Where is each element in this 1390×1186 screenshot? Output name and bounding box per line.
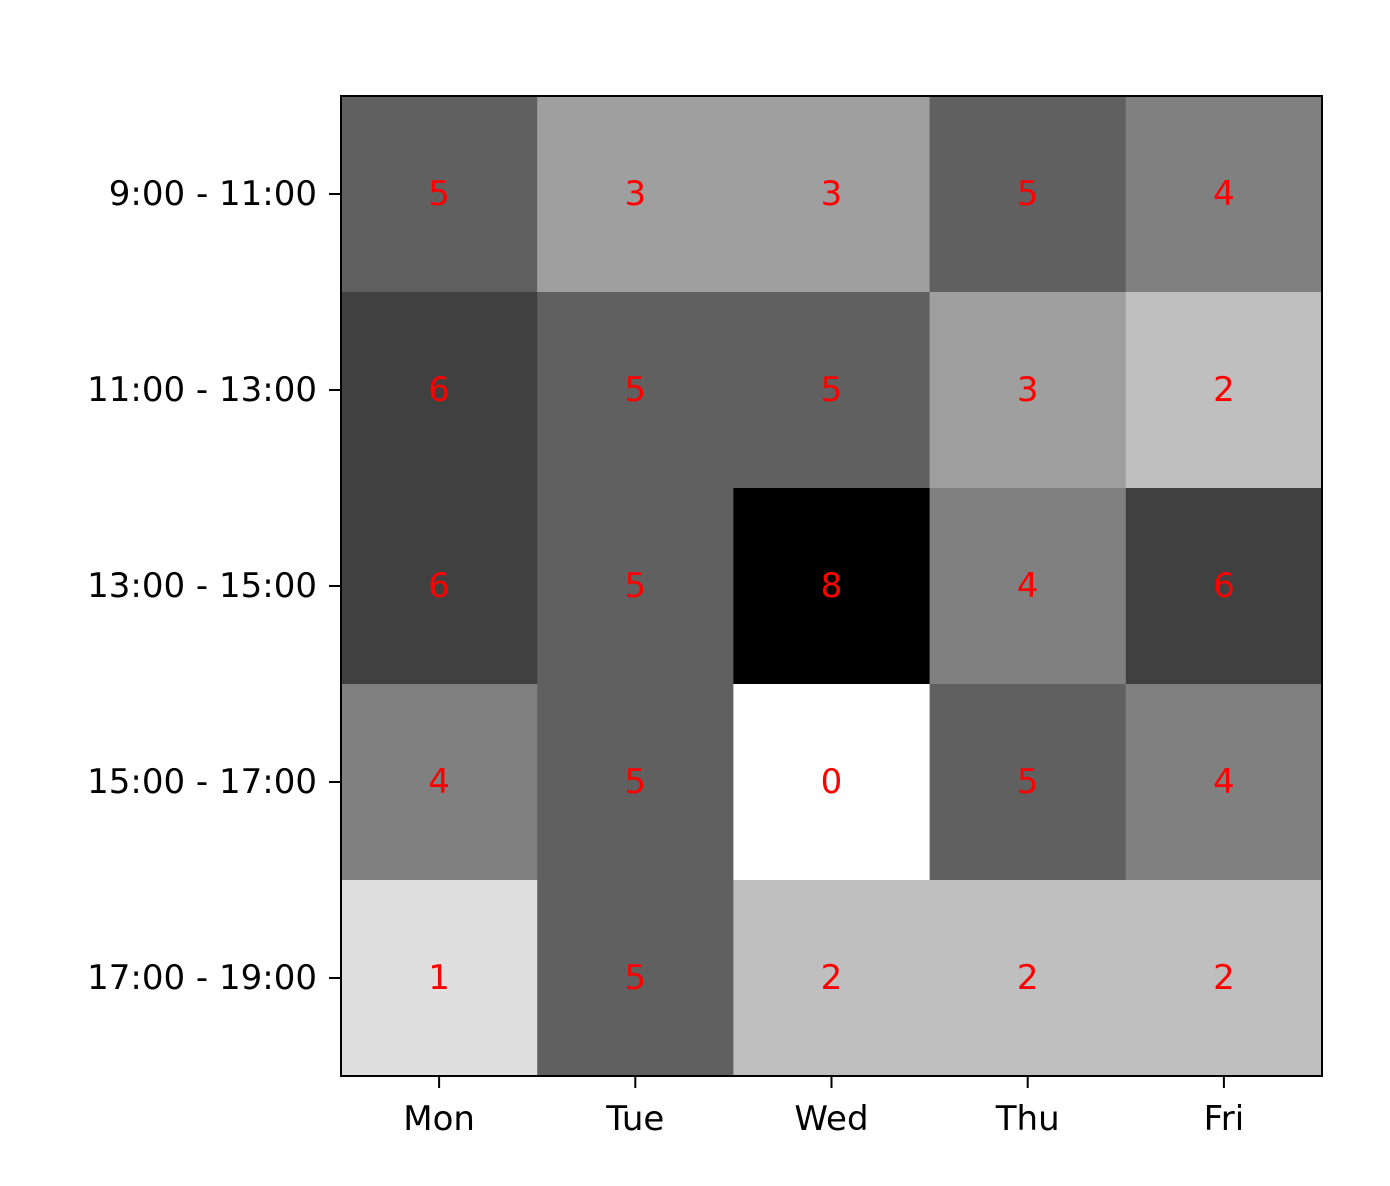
heatmap-cell-wed-11-00-13-00 <box>733 292 931 489</box>
heatmap-cell-thu-13-00-15-00 <box>929 488 1127 685</box>
cell-value-label: 6 <box>428 566 450 606</box>
heatmap-cell-wed-9-00-11-00 <box>733 96 931 293</box>
heatmap-cell-wed-13-00-15-00 <box>733 488 931 685</box>
heatmap-cell-fri-11-00-13-00 <box>1125 292 1323 489</box>
x-tick-label: Tue <box>605 1099 664 1139</box>
cell-value-label: 5 <box>1017 762 1039 802</box>
x-tick-label: Mon <box>403 1099 475 1139</box>
heatmap-cell-mon-13-00-15-00 <box>341 488 538 685</box>
heatmap-cell-wed-17-00-19-00 <box>733 880 931 1077</box>
x-axis: Mon Tue Wed Thu Fri <box>403 1076 1244 1139</box>
heatmap-cell-tue-9-00-11-00 <box>537 96 734 293</box>
y-tick-label: 11:00 - 13:00 <box>87 370 317 410</box>
y-tick-label: 9:00 - 11:00 <box>109 174 317 214</box>
x-tick-label: Wed <box>794 1099 868 1139</box>
heatmap-cell-thu-15-00-17-00 <box>929 684 1127 881</box>
heatmap-cell-fri-17-00-19-00 <box>1125 880 1323 1077</box>
cell-value-label: 5 <box>1017 174 1039 214</box>
cell-value-label: 3 <box>821 174 843 214</box>
heatmap-cell-fri-13-00-15-00 <box>1125 488 1323 685</box>
cell-value-label: 6 <box>1213 566 1235 606</box>
cell-value-label: 5 <box>624 370 646 410</box>
cell-value-label: 0 <box>821 762 843 802</box>
x-tick-label: Thu <box>995 1099 1060 1139</box>
heatmap-cell-labels: 5 3 3 5 4 6 5 5 3 2 6 5 8 4 6 4 5 0 5 4 1 5 2 2 2 <box>428 174 1234 998</box>
heatmap-cell-mon-9-00-11-00 <box>341 96 538 293</box>
cell-value-label: 2 <box>1213 958 1235 998</box>
heatmap-cell-thu-17-00-19-00 <box>929 880 1127 1077</box>
cell-value-label: 5 <box>624 958 646 998</box>
heatmap-cell-mon-15-00-17-00 <box>341 684 538 881</box>
heatmap-cell-tue-15-00-17-00 <box>537 684 734 881</box>
cell-value-label: 5 <box>624 762 646 802</box>
heatmap-cell-tue-13-00-15-00 <box>537 488 734 685</box>
y-axis: 9:00 - 11:00 11:00 - 13:00 13:00 - 15:00 15… <box>87 174 341 998</box>
y-tick-label: 15:00 - 17:00 <box>87 762 317 802</box>
cell-value-label: 4 <box>1213 762 1235 802</box>
heatmap-cell-fri-9-00-11-00 <box>1125 96 1323 293</box>
cell-value-label: 2 <box>1017 958 1039 998</box>
cell-value-label: 4 <box>428 762 450 802</box>
heatmap-cell-tue-17-00-19-00 <box>537 880 734 1077</box>
heatmap-cell-wed-15-00-17-00 <box>733 684 931 881</box>
cell-value-label: 1 <box>428 958 450 998</box>
cell-value-label: 2 <box>1213 370 1235 410</box>
cell-value-label: 3 <box>624 174 646 214</box>
cell-value-label: 2 <box>821 958 843 998</box>
heatmap-cell-thu-11-00-13-00 <box>929 292 1127 489</box>
cell-value-label: 3 <box>1017 370 1039 410</box>
cell-value-label: 4 <box>1017 566 1039 606</box>
heatmap-cell-tue-11-00-13-00 <box>537 292 734 489</box>
heatmap-cell-mon-11-00-13-00 <box>341 292 538 489</box>
cell-value-label: 5 <box>428 174 450 214</box>
y-tick-label: 13:00 - 15:00 <box>87 566 317 606</box>
cell-value-label: 5 <box>624 566 646 606</box>
x-tick-label: Fri <box>1204 1099 1245 1139</box>
heatmap-cell-thu-9-00-11-00 <box>929 96 1127 293</box>
heatmap-cell-fri-15-00-17-00 <box>1125 684 1323 881</box>
y-tick-label: 17:00 - 19:00 <box>87 958 317 998</box>
cell-value-label: 6 <box>428 370 450 410</box>
cell-value-label: 8 <box>821 566 843 606</box>
cell-value-label: 4 <box>1213 174 1235 214</box>
cell-value-label: 5 <box>821 370 843 410</box>
heatmap-cell-mon-17-00-19-00 <box>341 880 538 1077</box>
heatmap-cells <box>341 96 1323 1077</box>
